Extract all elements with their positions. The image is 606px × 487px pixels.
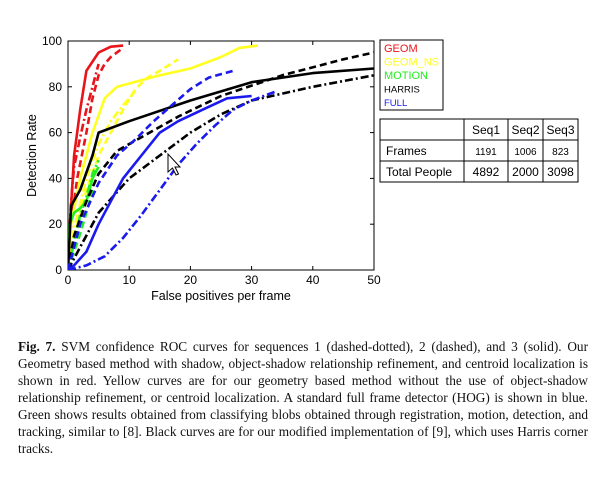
y-axis-label: Detection Rate xyxy=(25,114,39,197)
legend-item-harris: HARRIS xyxy=(384,85,420,96)
legend-item-geom-ns: GEOM_NS xyxy=(384,57,439,69)
plot-area xyxy=(67,40,375,271)
y-tick-label: 60 xyxy=(49,126,63,140)
roc-chart: 0 10 20 30 40 50 0 20 40 60 80 100 False positives p… xyxy=(25,34,381,303)
legend-item-full: FULL xyxy=(384,98,407,109)
legend-item-motion: MOTION xyxy=(384,70,428,82)
legend-item-geom: GEOM xyxy=(384,43,418,55)
x-tick-label: 40 xyxy=(306,273,320,287)
mouse-pointer-icon xyxy=(167,152,182,176)
series-lines xyxy=(68,44,374,270)
table-cell: 1191 xyxy=(475,147,497,158)
table-cell: 2000 xyxy=(512,165,539,179)
x-axis-label: False positives per frame xyxy=(151,289,291,303)
y-tick-label: 100 xyxy=(42,34,62,48)
table-cell: 1006 xyxy=(514,147,537,158)
series-harris-dashed xyxy=(68,51,374,270)
table-frame xyxy=(379,118,579,183)
y-tick-label: 20 xyxy=(49,217,63,231)
x-tick-label: 0 xyxy=(65,273,72,287)
x-tick-label: 10 xyxy=(123,273,137,287)
table-cell: 3098 xyxy=(547,165,574,179)
series-full-dashdot xyxy=(68,90,277,270)
table-row-label: Frames xyxy=(386,144,427,158)
series-geom-solid xyxy=(68,44,124,266)
series-geom-ns-dashdot xyxy=(68,90,137,270)
table-header-cell: Seq1 xyxy=(472,123,500,137)
y-tick-label: 0 xyxy=(55,263,62,277)
table-row-label: Total People xyxy=(386,165,452,179)
x-tick-label: 50 xyxy=(367,273,381,287)
y-tick-label: 40 xyxy=(49,171,63,185)
table-header-cell: Seq2 xyxy=(511,123,539,137)
table-cell: 823 xyxy=(552,147,569,158)
roc-figure: 0 10 20 30 40 50 0 20 40 60 80 100 False positives p… xyxy=(25,34,579,303)
series-full-dashed xyxy=(68,69,234,270)
series-geom-ns-dashed xyxy=(68,58,179,270)
figure-caption: Fig. 7. SVM confidence ROC curves for se… xyxy=(18,338,588,457)
caption-label: Fig. 7. xyxy=(18,339,56,354)
sequence-table: Seq1 Seq2 Seq3 Frames 1191 1006 823 Total Peopl… xyxy=(379,118,579,183)
series-harris-solid xyxy=(68,67,374,270)
table-header-cell: Seq3 xyxy=(546,123,574,137)
table-cell: 4892 xyxy=(473,165,500,179)
x-tick-label: 30 xyxy=(245,273,259,287)
series-full-solid xyxy=(68,94,252,270)
caption-text: SVM confidence ROC curves for sequences … xyxy=(18,339,589,456)
y-tick-label: 80 xyxy=(49,80,63,94)
x-tick-label: 20 xyxy=(184,273,198,287)
legend-box xyxy=(379,39,444,111)
